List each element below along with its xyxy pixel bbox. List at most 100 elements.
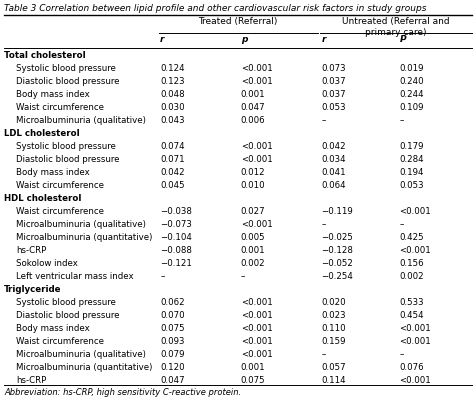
Text: 0.425: 0.425 <box>400 233 424 242</box>
Text: 0.240: 0.240 <box>400 77 424 86</box>
Text: <0.001: <0.001 <box>241 142 273 151</box>
Text: 0.001: 0.001 <box>241 363 265 372</box>
Text: Waist circumference: Waist circumference <box>16 337 104 346</box>
Text: Microalbuminuria (qualitative): Microalbuminuria (qualitative) <box>16 220 146 229</box>
Text: 0.284: 0.284 <box>400 155 424 164</box>
Text: 0.123: 0.123 <box>160 77 185 86</box>
Text: 0.076: 0.076 <box>400 363 424 372</box>
Text: Waist circumference: Waist circumference <box>16 103 104 112</box>
Text: 0.027: 0.027 <box>241 207 265 216</box>
Text: <0.001: <0.001 <box>241 77 273 86</box>
Text: 0.001: 0.001 <box>241 246 265 255</box>
Text: –: – <box>400 220 404 229</box>
Text: 0.042: 0.042 <box>321 142 346 151</box>
Text: <0.001: <0.001 <box>400 337 431 346</box>
Text: <0.001: <0.001 <box>241 337 273 346</box>
Text: <0.001: <0.001 <box>400 324 431 333</box>
Text: 0.120: 0.120 <box>160 363 185 372</box>
Text: –: – <box>321 350 326 359</box>
Text: 0.159: 0.159 <box>321 337 346 346</box>
Text: <0.001: <0.001 <box>400 376 431 385</box>
Text: 0.073: 0.073 <box>321 64 346 73</box>
Text: Body mass index: Body mass index <box>16 90 90 99</box>
Text: <0.001: <0.001 <box>400 207 431 216</box>
Text: –: – <box>160 272 164 281</box>
Text: −0.073: −0.073 <box>160 220 192 229</box>
Text: 0.020: 0.020 <box>321 298 346 307</box>
Text: 0.053: 0.053 <box>321 103 346 112</box>
Text: 0.093: 0.093 <box>160 337 185 346</box>
Text: −0.052: −0.052 <box>321 259 353 268</box>
Text: Diastolic blood pressure: Diastolic blood pressure <box>16 311 119 320</box>
Text: Microalbuminuria (quantitative): Microalbuminuria (quantitative) <box>16 233 152 242</box>
Text: 0.005: 0.005 <box>241 233 265 242</box>
Text: Body mass index: Body mass index <box>16 168 90 177</box>
Text: 0.074: 0.074 <box>160 142 185 151</box>
Text: 0.454: 0.454 <box>400 311 424 320</box>
Text: <0.001: <0.001 <box>241 64 273 73</box>
Text: 0.075: 0.075 <box>241 376 265 385</box>
Text: Total cholesterol: Total cholesterol <box>4 51 86 60</box>
Text: 0.045: 0.045 <box>160 181 185 190</box>
Text: Systolic blood pressure: Systolic blood pressure <box>16 142 116 151</box>
Text: LDL cholesterol: LDL cholesterol <box>4 129 80 138</box>
Text: HDL cholesterol: HDL cholesterol <box>4 194 82 203</box>
Text: 0.124: 0.124 <box>160 64 185 73</box>
Text: 0.002: 0.002 <box>400 272 424 281</box>
Text: Diastolic blood pressure: Diastolic blood pressure <box>16 77 119 86</box>
Text: 0.034: 0.034 <box>321 155 346 164</box>
Text: −0.254: −0.254 <box>321 272 353 281</box>
Text: 0.006: 0.006 <box>241 116 265 125</box>
Text: 0.244: 0.244 <box>400 90 424 99</box>
Text: 0.047: 0.047 <box>241 103 265 112</box>
Text: <0.001: <0.001 <box>241 155 273 164</box>
Text: P: P <box>400 35 406 44</box>
Text: Left ventricular mass index: Left ventricular mass index <box>16 272 134 281</box>
Text: Sokolow index: Sokolow index <box>16 259 78 268</box>
Text: 0.012: 0.012 <box>241 168 265 177</box>
Text: 0.079: 0.079 <box>160 350 185 359</box>
Text: 0.070: 0.070 <box>160 311 185 320</box>
Text: 0.110: 0.110 <box>321 324 346 333</box>
Text: Triglyceride: Triglyceride <box>4 285 62 294</box>
Text: 0.071: 0.071 <box>160 155 185 164</box>
Text: −0.104: −0.104 <box>160 233 192 242</box>
Text: −0.088: −0.088 <box>160 246 192 255</box>
Text: 0.057: 0.057 <box>321 363 346 372</box>
Text: 0.002: 0.002 <box>241 259 265 268</box>
Text: <0.001: <0.001 <box>241 220 273 229</box>
Text: 0.075: 0.075 <box>160 324 185 333</box>
Text: –: – <box>400 116 404 125</box>
Text: Treated (Referral): Treated (Referral) <box>199 17 278 26</box>
Text: Systolic blood pressure: Systolic blood pressure <box>16 298 116 307</box>
Text: −0.038: −0.038 <box>160 207 192 216</box>
Text: –: – <box>321 220 326 229</box>
Text: −0.119: −0.119 <box>321 207 353 216</box>
Text: Untreated (Referral and
primary care): Untreated (Referral and primary care) <box>342 17 450 37</box>
Text: 0.062: 0.062 <box>160 298 185 307</box>
Text: Table 3 Correlation between lipid profile and other cardiovascular risk factors : Table 3 Correlation between lipid profil… <box>4 4 427 13</box>
Text: 0.042: 0.042 <box>160 168 185 177</box>
Text: 0.194: 0.194 <box>400 168 424 177</box>
Text: Systolic blood pressure: Systolic blood pressure <box>16 64 116 73</box>
Text: Microalbuminuria (qualitative): Microalbuminuria (qualitative) <box>16 350 146 359</box>
Text: 0.048: 0.048 <box>160 90 185 99</box>
Text: 0.533: 0.533 <box>400 298 424 307</box>
Text: 0.041: 0.041 <box>321 168 346 177</box>
Text: 0.179: 0.179 <box>400 142 424 151</box>
Text: p: p <box>241 35 247 44</box>
Text: Waist circumference: Waist circumference <box>16 181 104 190</box>
Text: Microalbuminuria (quantitative): Microalbuminuria (quantitative) <box>16 363 152 372</box>
Text: r: r <box>160 35 164 44</box>
Text: <0.001: <0.001 <box>241 311 273 320</box>
Text: Abbreviation: hs-CRP, high sensitivity C-reactive protein.: Abbreviation: hs-CRP, high sensitivity C… <box>4 389 241 398</box>
Text: 0.043: 0.043 <box>160 116 185 125</box>
Text: –: – <box>400 350 404 359</box>
Text: hs-CRP: hs-CRP <box>16 376 46 385</box>
Text: 0.053: 0.053 <box>400 181 424 190</box>
Text: 0.023: 0.023 <box>321 311 346 320</box>
Text: 0.064: 0.064 <box>321 181 346 190</box>
Text: hs-CRP: hs-CRP <box>16 246 46 255</box>
Text: Waist circumference: Waist circumference <box>16 207 104 216</box>
Text: r: r <box>321 35 326 44</box>
